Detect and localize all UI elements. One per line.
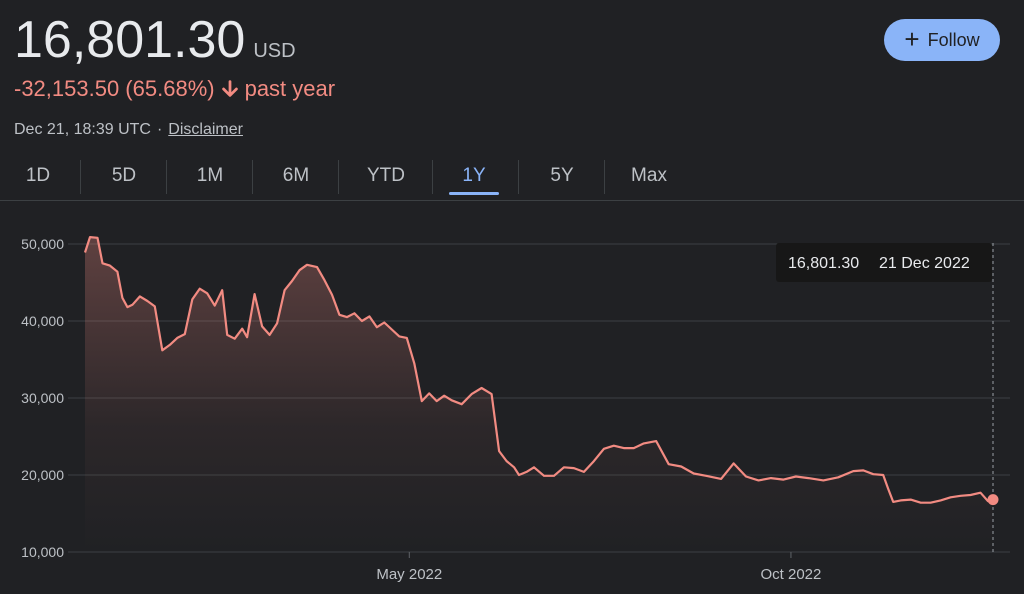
price-change: -32,153.50 (65.68%) xyxy=(14,76,215,101)
tab-divider xyxy=(252,160,253,194)
x-tick-label: May 2022 xyxy=(376,566,442,583)
hover-tooltip: 16,801.30 21 Dec 2022 xyxy=(776,243,992,282)
tooltip-value: 16,801.30 xyxy=(788,255,859,272)
meta-separator: · xyxy=(156,121,163,138)
y-tick-label: 20,000 xyxy=(21,467,64,483)
tab-1m[interactable]: 1M xyxy=(196,165,224,186)
arrow-down-icon xyxy=(221,80,238,97)
follow-label: Follow xyxy=(927,29,980,50)
tab-1y[interactable]: 1Y xyxy=(462,165,486,186)
active-tab-indicator xyxy=(449,192,499,195)
tab-6m[interactable]: 6M xyxy=(282,165,310,186)
header-divider xyxy=(0,200,1024,201)
tab-5d[interactable]: 5D xyxy=(111,165,137,186)
timestamp-row: Dec 21, 18:39 UTC · Disclaimer xyxy=(14,121,243,139)
tab-divider xyxy=(80,160,81,194)
tab-divider xyxy=(518,160,519,194)
current-price-marker xyxy=(987,494,999,506)
tab-max[interactable]: Max xyxy=(631,165,667,186)
currency-label: USD xyxy=(253,40,296,62)
tab-ytd[interactable]: YTD xyxy=(367,165,405,186)
price-row: 16,801.30 USD xyxy=(14,10,296,70)
y-tick-label: 50,000 xyxy=(21,236,64,252)
tab-divider xyxy=(338,160,339,194)
current-price: 16,801.30 xyxy=(14,11,246,69)
y-tick-label: 30,000 xyxy=(21,390,64,406)
timestamp: Dec 21, 18:39 UTC xyxy=(14,121,151,138)
tab-divider xyxy=(166,160,167,194)
tooltip-date: 21 Dec 2022 xyxy=(879,255,970,272)
y-tick-label: 40,000 xyxy=(21,313,64,329)
tab-divider xyxy=(432,160,433,194)
tab-1d[interactable]: 1D xyxy=(25,165,51,186)
price-area-fill xyxy=(85,237,993,552)
y-tick-label: 10,000 xyxy=(21,544,64,560)
plus-icon: + xyxy=(904,24,920,54)
price-change-row: -32,153.50 (65.68%) past year xyxy=(14,76,335,102)
follow-button[interactable]: + Follow xyxy=(884,19,1000,61)
tab-divider xyxy=(604,160,605,194)
x-tick-label: Oct 2022 xyxy=(761,566,822,583)
price-line xyxy=(83,236,994,504)
disclaimer-link[interactable]: Disclaimer xyxy=(168,121,243,138)
change-period: past year xyxy=(244,76,336,101)
tab-5y[interactable]: 5Y xyxy=(550,165,574,186)
